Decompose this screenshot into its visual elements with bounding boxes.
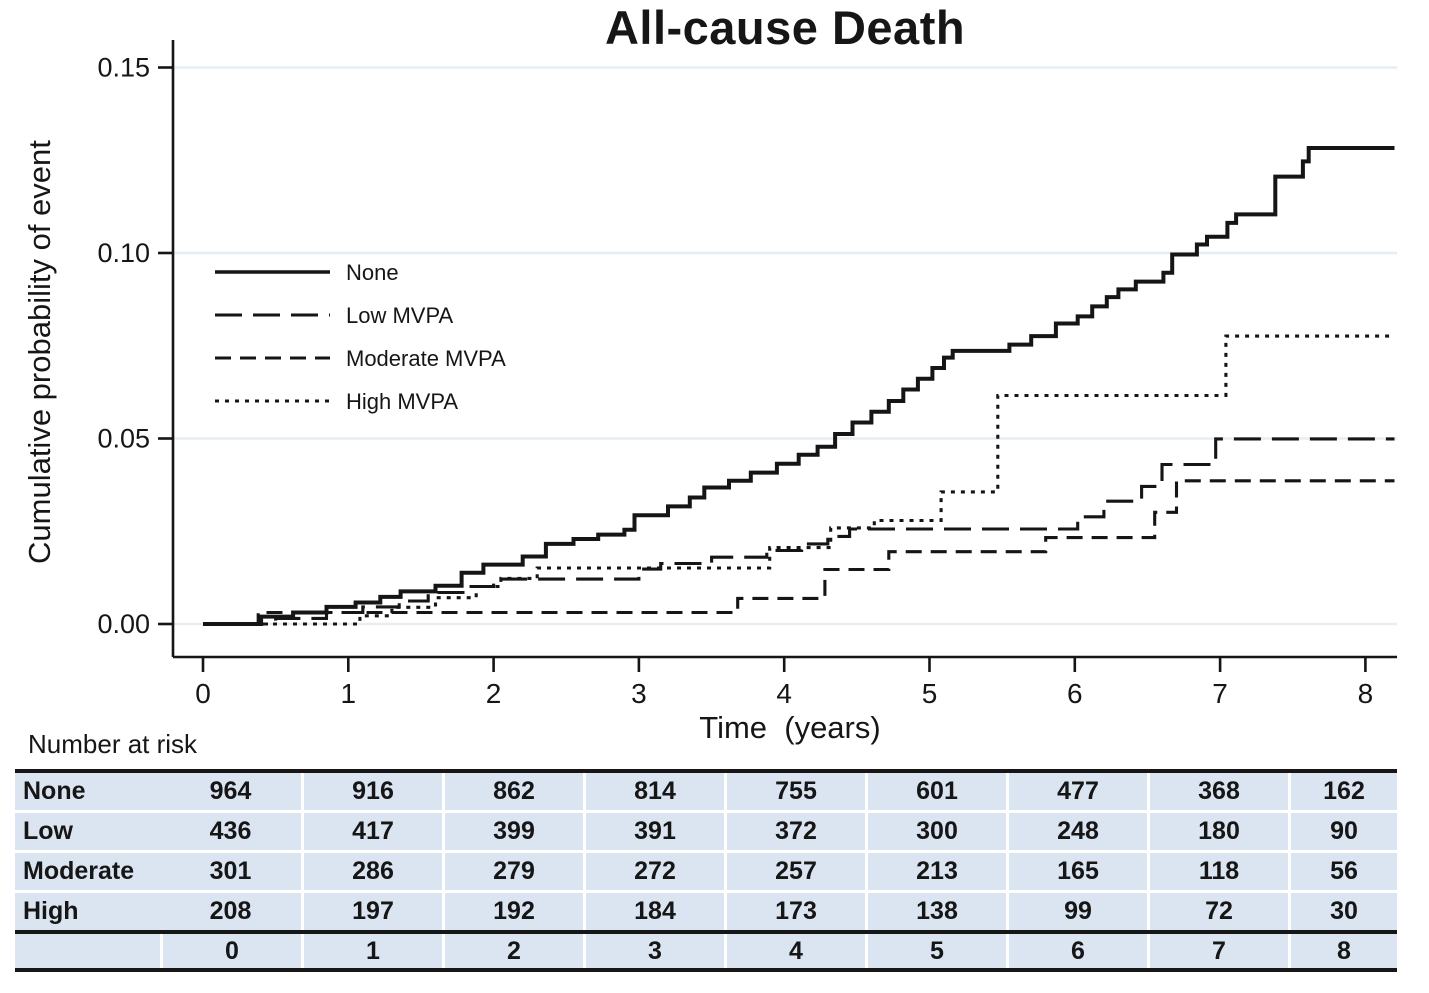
risk-row-low: Low 436 417 399 391 372 300 248 180 90: [15, 813, 1397, 850]
risk-row-label: None: [23, 777, 86, 805]
km-plot-canvas: 0.00 0.05 0.10 0.15 0 1 2 3 4 5 6 7 8 None Low MVPA Mod…: [97, 40, 1397, 709]
table-bottom-border: [15, 968, 1397, 972]
risk-time-value: 4: [724, 934, 865, 968]
risk-row-none: None 964 916 862 814 755 601 477 368 162: [15, 773, 1397, 810]
x-axis-label: Time (years): [699, 710, 881, 745]
x-tick-label-5: 5: [922, 678, 938, 709]
risk-value: 272: [583, 853, 724, 890]
risk-value: 162: [1288, 773, 1397, 810]
risk-value: 862: [442, 773, 583, 810]
legend-label-3: High MVPA: [346, 389, 458, 414]
risk-value: 248: [1006, 813, 1147, 850]
risk-value: 197: [301, 893, 442, 930]
risk-time-value: 6: [1006, 934, 1147, 968]
risk-value: 56: [1288, 853, 1397, 890]
risk-value: 477: [1006, 773, 1147, 810]
risk-value: 257: [724, 853, 865, 890]
risk-value: 99: [1006, 893, 1147, 930]
table-mid-border: [15, 930, 1397, 934]
risk-value: 814: [583, 773, 724, 810]
x-tick-label-1: 1: [341, 678, 357, 709]
y-tick-label-0.00: 0.00: [97, 609, 150, 639]
risk-value: 301: [209, 857, 252, 885]
risk-row-label: High: [23, 897, 79, 925]
legend-label-1: Low MVPA: [346, 303, 454, 328]
number-at-risk-table: None 964 916 862 814 755 601 477 368 162 Low 436 417…: [15, 769, 1397, 972]
risk-value: 964: [209, 777, 252, 805]
curve-high-mvpa: [203, 334, 1395, 626]
y-tick-label-0.15: 0.15: [97, 53, 150, 83]
risk-time-value: 2: [442, 934, 583, 968]
risk-row-label: Low: [23, 817, 73, 845]
risk-time-value: 8: [1288, 934, 1397, 968]
risk-value: 436: [209, 817, 252, 845]
x-tick-label-8: 8: [1358, 678, 1374, 709]
risk-value: 184: [583, 893, 724, 930]
risk-value: 286: [301, 853, 442, 890]
risk-value: 399: [442, 813, 583, 850]
chart-title: All-cause Death: [604, 1, 966, 54]
table-top-border: [15, 769, 1397, 773]
y-tick-label-0.05: 0.05: [97, 424, 150, 454]
risk-value: 118: [1147, 853, 1288, 890]
risk-value: 417: [301, 813, 442, 850]
x-tick-label-0: 0: [195, 678, 211, 709]
x-tick-label-4: 4: [776, 678, 792, 709]
risk-value: 279: [442, 853, 583, 890]
curve-moderate-mvpa: [203, 479, 1395, 626]
risk-value: 601: [865, 773, 1006, 810]
risk-value: 173: [724, 893, 865, 930]
risk-value: 30: [1288, 893, 1397, 930]
risk-time-label-spacer: [15, 934, 160, 968]
risk-table-title: Number at risk: [28, 729, 198, 759]
risk-row-high: High 208 197 192 184 173 138 99 72 30: [15, 893, 1397, 930]
risk-value: 372: [724, 813, 865, 850]
risk-value: 165: [1006, 853, 1147, 890]
risk-row-moderate: Moderate 301 286 279 272 257 213 165 118 56: [15, 853, 1397, 890]
curve-none: [203, 146, 1395, 626]
legend-label-0: None: [346, 260, 399, 285]
risk-value: 192: [442, 893, 583, 930]
risk-value: 72: [1147, 893, 1288, 930]
risk-time-value: 1: [301, 934, 442, 968]
y-tick-label-0.10: 0.10: [97, 238, 150, 268]
risk-value: 213: [865, 853, 1006, 890]
risk-value: 138: [865, 893, 1006, 930]
risk-row-label: Moderate: [23, 857, 135, 885]
risk-value: 368: [1147, 773, 1288, 810]
legend-label-2: Moderate MVPA: [346, 346, 506, 371]
risk-time-value: 3: [583, 934, 724, 968]
risk-value: 208: [209, 897, 252, 925]
risk-value: 916: [301, 773, 442, 810]
risk-value: 180: [1147, 813, 1288, 850]
risk-time-value: 0: [160, 934, 301, 968]
x-tick-label-3: 3: [631, 678, 647, 709]
x-tick-label-6: 6: [1067, 678, 1083, 709]
risk-time-value: 7: [1147, 934, 1288, 968]
x-tick-label-7: 7: [1212, 678, 1228, 709]
risk-value: 90: [1288, 813, 1397, 850]
risk-time-value: 5: [865, 934, 1006, 968]
risk-value: 755: [724, 773, 865, 810]
risk-value: 300: [865, 813, 1006, 850]
curve-low-mvpa: [203, 437, 1395, 626]
risk-value: 391: [583, 813, 724, 850]
x-tick-label-2: 2: [486, 678, 502, 709]
